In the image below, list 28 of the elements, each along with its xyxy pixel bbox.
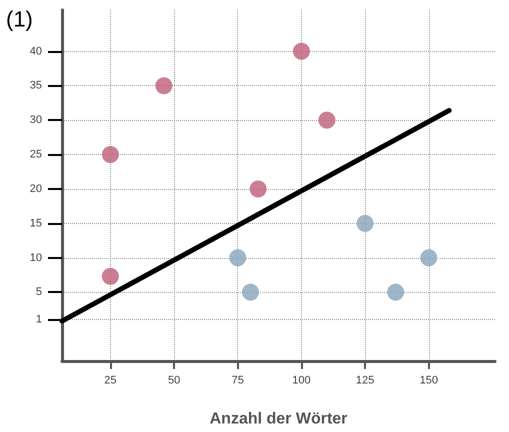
point — [356, 214, 374, 232]
y-tick-label: 5 — [36, 286, 42, 298]
point — [420, 249, 438, 266]
point — [102, 146, 119, 164]
x-tick-label: 125 — [356, 374, 374, 386]
x-tick-label: 50 — [168, 374, 180, 386]
x-axis-title: Anzahl der Wörter — [210, 410, 348, 428]
y-tick-label: 25 — [30, 148, 42, 161]
text: (1) — [6, 6, 33, 32]
x-tick-label: 75 — [232, 374, 244, 386]
y-tick-label: 1 — [36, 314, 42, 326]
point — [102, 268, 119, 285]
x-tick-label: 150 — [420, 374, 438, 386]
point — [318, 112, 336, 129]
y-tick-label: 15 — [30, 217, 42, 230]
point — [242, 284, 259, 301]
x-tick-label: 100 — [292, 374, 311, 386]
point — [155, 77, 172, 94]
x-tick-label: 25 — [104, 374, 117, 386]
point — [387, 284, 404, 301]
y-tick-label: 20 — [30, 182, 42, 195]
y-tick-label: 40 — [30, 45, 42, 58]
y-tick-label: 35 — [30, 80, 42, 92]
y-tick-label: 10 — [30, 252, 42, 264]
y-tick-label: 30 — [30, 114, 42, 126]
point — [292, 42, 310, 60]
point — [229, 249, 246, 266]
point — [250, 180, 267, 198]
